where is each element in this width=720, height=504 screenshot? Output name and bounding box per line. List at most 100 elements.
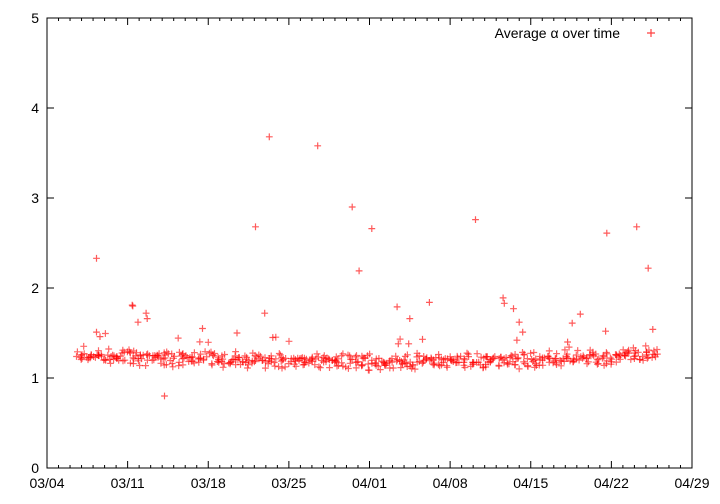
data-point (346, 352, 353, 360)
outlier-point (603, 229, 611, 237)
data-point (73, 353, 80, 360)
data-point (574, 347, 582, 354)
data-point (645, 346, 653, 354)
data-point (171, 352, 178, 360)
legend-label: Average α over time (495, 25, 621, 41)
data-point (457, 352, 464, 360)
data-point (109, 351, 116, 359)
data-point (469, 361, 477, 368)
data-point (313, 350, 321, 358)
outlier-point (500, 299, 508, 307)
data-point (270, 359, 278, 366)
outlier-point (93, 328, 100, 336)
data-point (261, 354, 269, 361)
outlier-point (472, 216, 479, 223)
outlier-point (633, 223, 641, 231)
outlier-point (348, 203, 356, 211)
outlier-point (426, 299, 433, 306)
data-point (90, 353, 97, 360)
outlier-point (510, 305, 517, 313)
data-point (255, 355, 263, 363)
data-point (275, 350, 283, 357)
data-point (130, 360, 137, 367)
data-point (511, 361, 519, 369)
data-point (419, 358, 427, 366)
data-point (196, 338, 204, 346)
data-points (73, 133, 661, 400)
outlier-point (96, 333, 104, 340)
data-point (80, 350, 88, 357)
y-tick-label: 1 (31, 370, 39, 386)
data-point (473, 350, 481, 358)
outlier-point (134, 318, 142, 326)
x-tick-label: 04/15 (513, 475, 548, 491)
data-point (585, 358, 592, 366)
data-point (74, 348, 81, 356)
data-point (338, 352, 345, 360)
outlier-point (143, 315, 151, 322)
data-point (530, 349, 538, 356)
outlier-point (269, 334, 277, 341)
outlier-point (199, 325, 206, 332)
x-tick-label: 04/29 (674, 475, 709, 491)
x-tick-label: 03/18 (191, 475, 226, 491)
data-point (235, 354, 243, 361)
data-point (334, 355, 342, 363)
data-point (400, 356, 408, 364)
data-point (514, 355, 522, 362)
x-tick-label: 04/08 (433, 475, 468, 491)
y-tick-label: 4 (31, 100, 39, 116)
data-point (107, 360, 114, 367)
data-point (219, 363, 227, 371)
data-point (464, 350, 472, 358)
data-point (208, 361, 216, 369)
data-point (315, 363, 323, 371)
data-point (589, 351, 597, 359)
data-point (396, 335, 404, 343)
data-point (285, 337, 293, 345)
outlier-point (406, 315, 414, 322)
data-point (354, 358, 362, 366)
data-point (553, 361, 560, 368)
data-point (163, 361, 170, 369)
outlier-point (644, 264, 652, 272)
data-point (415, 352, 423, 360)
data-point (317, 364, 324, 372)
outlier-point (355, 267, 363, 275)
data-point (278, 364, 286, 372)
outlier-point (568, 319, 576, 327)
x-tick-label: 03/11 (111, 475, 145, 491)
data-point (622, 352, 629, 360)
data-point (624, 348, 632, 355)
data-point (345, 365, 352, 372)
data-point (389, 364, 397, 372)
data-point (388, 358, 396, 366)
data-point (142, 362, 149, 369)
outlier-point (576, 310, 584, 318)
data-point (546, 354, 554, 362)
outlier-point (161, 392, 168, 400)
data-point (80, 342, 88, 350)
data-point (366, 350, 373, 358)
data-point (473, 359, 480, 366)
data-point (382, 359, 390, 367)
data-point (524, 362, 532, 369)
data-point (352, 364, 360, 372)
data-point (244, 364, 251, 372)
x-tick-label: 03/25 (271, 475, 306, 491)
outlier-point (649, 326, 657, 333)
data-point (315, 353, 322, 361)
outlier-point (513, 336, 521, 344)
data-point (359, 361, 366, 369)
data-point (175, 362, 183, 370)
data-point (201, 348, 209, 356)
data-point (553, 350, 560, 357)
data-point (203, 353, 211, 361)
outlier-point (564, 338, 571, 346)
data-point (515, 365, 523, 373)
data-point (527, 349, 534, 357)
data-point (211, 350, 218, 357)
outlier-point (314, 142, 322, 150)
data-point (612, 358, 620, 366)
